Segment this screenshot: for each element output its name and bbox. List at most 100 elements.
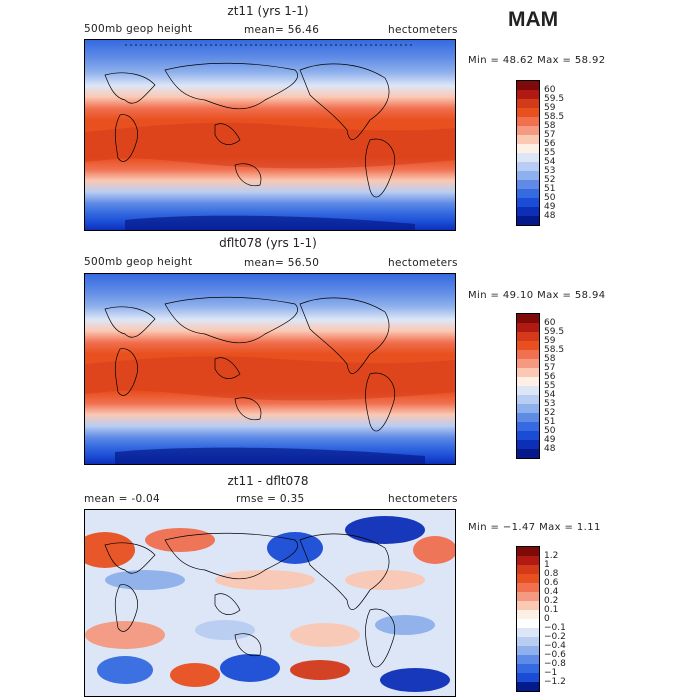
colorbar-label: 59.5 (544, 327, 565, 337)
colorbar-swatch (517, 332, 539, 341)
colorbar-label: −0.4 (544, 641, 566, 651)
colorbar-swatch (517, 413, 539, 422)
colorbar-swatch (517, 368, 539, 377)
colorbar-label: 48 (544, 211, 556, 221)
colorbar-swatch (517, 153, 539, 162)
colorbar-label: 59 (544, 336, 556, 346)
panel3-title: zt11 - dflt078 (227, 474, 309, 488)
colorbar-swatch (517, 610, 539, 619)
colorbar-label: 59.5 (544, 94, 565, 104)
colorbar-label: 56 (544, 139, 556, 149)
colorbar-swatch (517, 404, 539, 413)
panel2-minmax: Min = 49.10 Max = 58.94 (468, 290, 606, 301)
colorbar-label: 60 (544, 318, 556, 328)
colorbar-label: 52 (544, 408, 556, 418)
colorbar-swatch (517, 583, 539, 592)
panel3-rmse: rmse = 0.35 (236, 493, 305, 505)
colorbar-swatch (517, 431, 539, 440)
colorbar-swatch (517, 395, 539, 404)
panel2-title: dflt078 (yrs 1-1) (219, 236, 317, 250)
colorbar-label: −0.2 (544, 632, 566, 642)
panel3-colorbar (516, 546, 540, 692)
colorbar-label: 54 (544, 390, 556, 400)
colorbar-label: 56 (544, 372, 556, 382)
colorbar-label: 55 (544, 381, 556, 391)
panel1-mean: mean= 56.46 (244, 24, 320, 36)
colorbar-label: 59 (544, 103, 556, 113)
colorbar-label: 55 (544, 148, 556, 158)
colorbar-swatch (517, 350, 539, 359)
colorbar-label: 49 (544, 435, 556, 445)
panel1-minmax: Min = 48.62 Max = 58.92 (468, 55, 606, 66)
colorbar-label: 51 (544, 184, 556, 194)
colorbar-swatch (517, 664, 539, 673)
colorbar-swatch (517, 189, 539, 198)
panel3-map (84, 509, 456, 697)
colorbar-label: −0.6 (544, 650, 566, 660)
colorbar-swatch (517, 216, 539, 225)
colorbar-label: −0.1 (544, 623, 566, 633)
panel1-units: hectometers (388, 24, 458, 36)
colorbar-label: 58 (544, 121, 556, 131)
colorbar-label: 50 (544, 193, 556, 203)
panel1-title: zt11 (yrs 1-1) (227, 4, 309, 18)
panel2-units: hectometers (388, 257, 458, 269)
panel1-map (84, 39, 456, 231)
colorbar-swatch (517, 144, 539, 153)
colorbar-swatch (517, 162, 539, 171)
panel2-mean: mean= 56.50 (244, 257, 320, 269)
panel3-minmax: Min = −1.47 Max = 1.11 (468, 522, 601, 533)
colorbar-swatch (517, 386, 539, 395)
colorbar-swatch (517, 314, 539, 323)
colorbar-label: −1 (544, 668, 558, 678)
colorbar-label: 1.2 (544, 551, 559, 561)
colorbar-label: 1 (544, 560, 550, 570)
colorbar-label: 54 (544, 157, 556, 167)
colorbar-label: 58.5 (544, 112, 565, 122)
colorbar-label: 57 (544, 130, 556, 140)
colorbar-swatch (517, 547, 539, 556)
colorbar-label: 58.5 (544, 345, 565, 355)
colorbar-label: 53 (544, 166, 556, 176)
colorbar-swatch (517, 601, 539, 610)
colorbar-label: 0.8 (544, 569, 559, 579)
colorbar-label: 57 (544, 363, 556, 373)
colorbar-label: 0.4 (544, 587, 559, 597)
colorbar-swatch (517, 655, 539, 664)
colorbar-label: 0.6 (544, 578, 559, 588)
panel3-units: hectometers (388, 493, 458, 505)
colorbar-swatch (517, 565, 539, 574)
colorbar-swatch (517, 449, 539, 458)
colorbar-swatch (517, 682, 539, 691)
colorbar-swatch (517, 440, 539, 449)
colorbar-swatch (517, 637, 539, 646)
colorbar-swatch (517, 619, 539, 628)
colorbar-swatch (517, 556, 539, 565)
colorbar-swatch (517, 359, 539, 368)
colorbar-swatch (517, 673, 539, 682)
colorbar-label: 50 (544, 426, 556, 436)
panel2-variable: 500mb geop height (84, 256, 193, 268)
colorbar-swatch (517, 207, 539, 216)
colorbar-swatch (517, 135, 539, 144)
colorbar-label: 51 (544, 417, 556, 427)
colorbar-swatch (517, 198, 539, 207)
colorbar-swatch (517, 422, 539, 431)
panel2-colorbar (516, 313, 540, 459)
colorbar-swatch (517, 99, 539, 108)
panel1-variable: 500mb geop height (84, 23, 193, 35)
colorbar-label: 0.1 (544, 605, 559, 615)
colorbar-swatch (517, 180, 539, 189)
colorbar-label: 0.2 (544, 596, 559, 606)
colorbar-label: 48 (544, 444, 556, 454)
colorbar-swatch (517, 323, 539, 332)
season-label: MAM (508, 8, 559, 31)
colorbar-label: 58 (544, 354, 556, 364)
colorbar-swatch (517, 126, 539, 135)
colorbar-swatch (517, 117, 539, 126)
colorbar-swatch (517, 628, 539, 637)
panel3-mean: mean = -0.04 (84, 493, 161, 505)
colorbar-label: −1.2 (544, 677, 566, 687)
colorbar-label: 0 (544, 614, 550, 624)
colorbar-swatch (517, 171, 539, 180)
